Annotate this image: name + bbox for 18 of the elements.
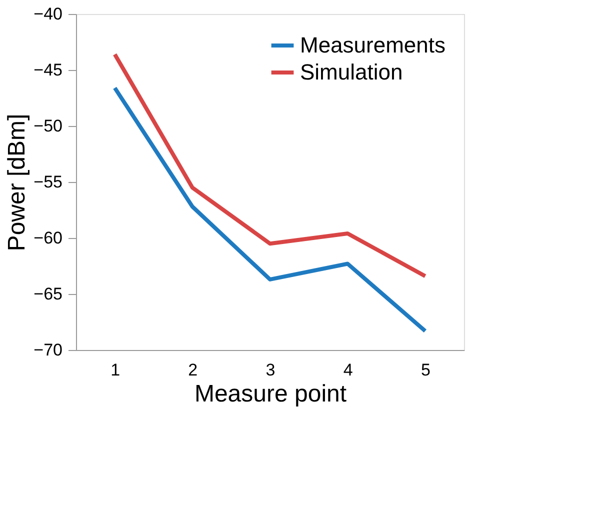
y-axis-title: Power [dBm] bbox=[4, 114, 31, 252]
y-tick-label: −55 bbox=[34, 172, 62, 192]
y-tick-label: −60 bbox=[34, 228, 62, 248]
x-tick-label: 4 bbox=[343, 360, 353, 380]
legend-label: Measurements bbox=[300, 32, 446, 58]
y-tick-label: −50 bbox=[34, 116, 62, 136]
y-tick-label: −45 bbox=[34, 60, 62, 80]
y-tick-label: −70 bbox=[34, 340, 62, 360]
legend-label: Simulation bbox=[300, 60, 403, 84]
x-tick-label: 1 bbox=[110, 360, 120, 380]
x-tick-label: 3 bbox=[266, 360, 276, 380]
x-tick-label: 2 bbox=[188, 360, 198, 380]
line-series bbox=[112, 52, 428, 278]
x-tick-label: 5 bbox=[420, 360, 430, 380]
y-tick-label: −65 bbox=[34, 284, 62, 304]
y-tick-label: −40 bbox=[34, 4, 62, 24]
line-series bbox=[112, 86, 428, 333]
x-axis-title: Measure point bbox=[194, 380, 347, 408]
